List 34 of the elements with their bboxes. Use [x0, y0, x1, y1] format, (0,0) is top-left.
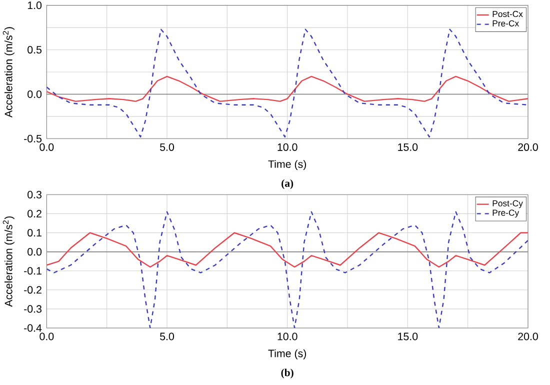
y-tick-label: 0.0	[28, 248, 42, 256]
y-axis-title: Acceleration (m/s$^{2}$)	[2, 27, 14, 118]
x-axis-title: Time (s)	[268, 160, 306, 170]
y-tick-label: 0.5	[28, 46, 42, 54]
x-tick-label: 15.0	[398, 332, 418, 340]
x-tick-label: 20.0	[518, 143, 538, 151]
x-tick-label: 15.0	[398, 143, 418, 151]
line-series	[46, 211, 528, 328]
x-tick-label: 10.0	[278, 143, 298, 151]
y-tick-label: -0.3	[24, 305, 42, 313]
y-tick-label: -0.4	[24, 324, 42, 332]
legend-label: Post-Cx	[492, 10, 523, 18]
x-tick-label: 0.0	[40, 143, 54, 151]
text: (a)	[282, 179, 294, 190]
x-tick-label: 5.0	[160, 143, 174, 151]
legend-label: Pre-Cy	[492, 210, 520, 218]
y-tick-label: 1.0	[28, 2, 42, 10]
y-tick-label: -0.1	[24, 267, 42, 275]
y-tick-label: 0.1	[28, 228, 42, 237]
line-series	[46, 232, 528, 268]
legend-label: Post-Cy	[492, 200, 523, 208]
y-tick-label: -0.5	[24, 134, 42, 142]
x-axis-title: Time (s)	[268, 349, 306, 360]
y-axis-title: Acceleration (m/s$^{2}$)	[2, 216, 14, 307]
y-tick-label: -0.2	[24, 286, 42, 294]
x-tick-label: 5.0	[160, 332, 174, 340]
x-tick-label: 0.0	[40, 332, 54, 340]
legend-label: Pre-Cx	[492, 20, 519, 26]
x-tick-label: 20.0	[518, 332, 538, 340]
x-tick-label: 10.0	[278, 332, 298, 340]
y-tick-label: 0.0	[28, 90, 42, 98]
text: (b)	[281, 368, 294, 378]
y-tick-label: 0.2	[28, 210, 42, 218]
y-tick-label: 0.3	[28, 190, 42, 198]
